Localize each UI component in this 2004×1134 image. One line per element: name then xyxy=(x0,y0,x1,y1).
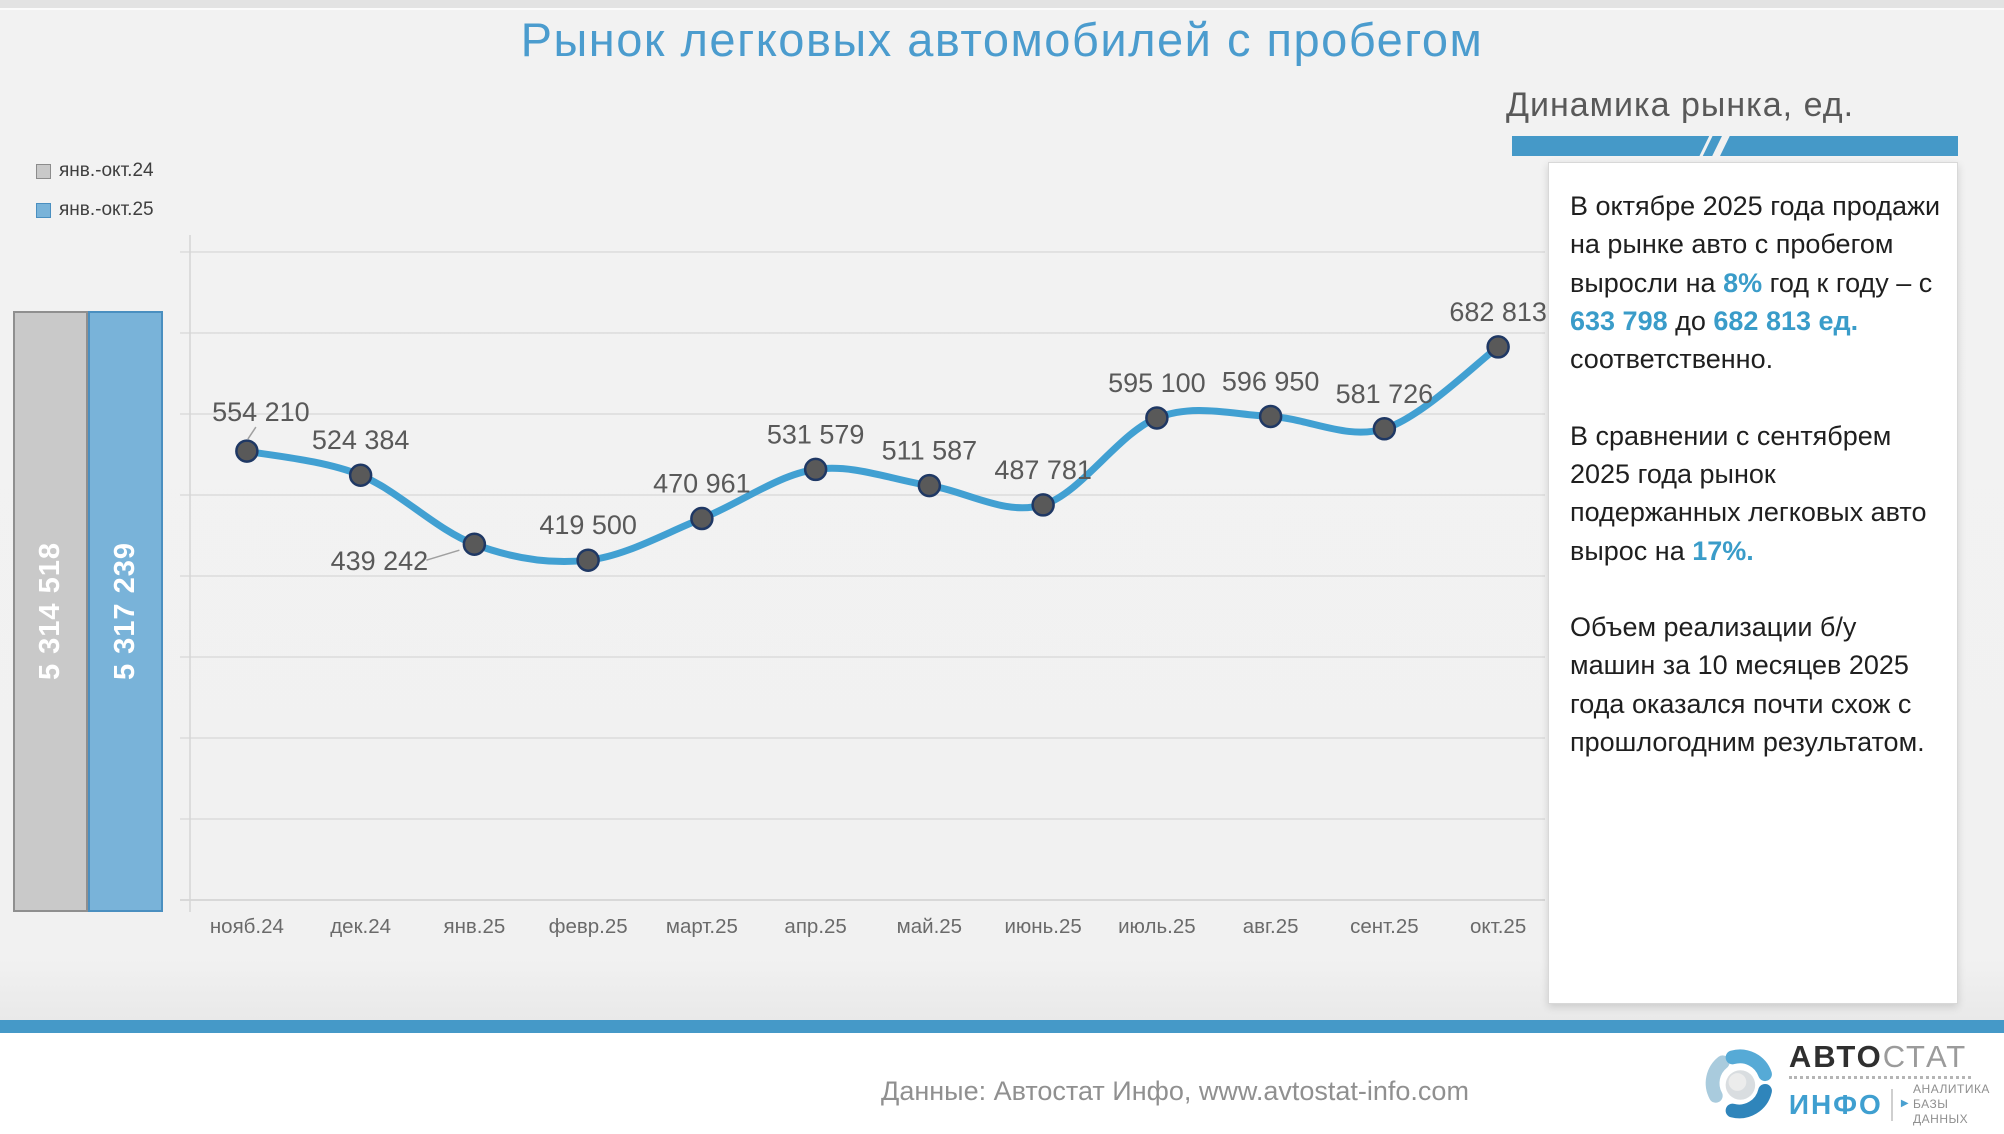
avtostat-logo: АВТОСТАТ ИНФО ▶ АНАЛИТИКА БАЗЫ ДАННЫХ xyxy=(1702,1041,2004,1127)
logo-brand: АВТОСТАТ xyxy=(1789,1041,2004,1072)
x-axis-label: июнь.25 xyxy=(1004,915,1081,938)
logo-info: ИНФО xyxy=(1788,1088,1883,1120)
logo-brand-bold: АВТО xyxy=(1788,1039,1883,1074)
x-axis-label: март.25 xyxy=(666,915,738,938)
legend-label: янв.-окт.24 xyxy=(59,160,154,181)
svg-text:439 242: 439 242 xyxy=(331,546,429,576)
x-axis-label: дек.24 xyxy=(330,915,391,938)
total-bar-2024: 5 314 518 xyxy=(13,311,88,912)
svg-text:682 813: 682 813 xyxy=(1449,297,1547,327)
logo-vertical-divider xyxy=(1890,1088,1893,1121)
legend-item-2024: янв.-окт.24 xyxy=(36,160,154,182)
page-title: Рынок легковых автомобилей с пробегом xyxy=(520,13,1484,66)
svg-text:595 100: 595 100 xyxy=(1108,368,1206,398)
logo-tagline: ▶ АНАЛИТИКА БАЗЫ ДАННЫХ xyxy=(1901,1082,2004,1127)
insight-paragraph: В октябре 2025 года продажи на рынке авт… xyxy=(1570,191,1941,375)
insight-callout: В октябре 2025 года продажи на рынке авт… xyxy=(1548,162,1958,1004)
total-bar-2025: 5 317 239 xyxy=(88,311,163,912)
svg-text:524 384: 524 384 xyxy=(312,425,410,455)
legend-swatch-gray-icon xyxy=(36,163,51,179)
x-axis-label: февр.25 xyxy=(549,915,628,938)
legend-item-2025: янв.-окт.25 xyxy=(36,199,154,221)
x-axis-label: июль.25 xyxy=(1118,915,1196,938)
svg-text:511 587: 511 587 xyxy=(882,436,978,466)
legend: янв.-окт.24 янв.-окт.25 xyxy=(36,160,154,238)
svg-text:581 726: 581 726 xyxy=(1336,379,1434,409)
x-axis-label: авг.25 xyxy=(1243,915,1299,938)
total-bar-2025-value: 5 317 239 xyxy=(109,542,141,681)
total-bar-2024-value: 5 314 518 xyxy=(34,542,66,681)
bottom-band xyxy=(0,1020,2004,1033)
svg-text:487 781: 487 781 xyxy=(994,455,1092,485)
svg-text:470 961: 470 961 xyxy=(653,469,751,499)
logo-tagline-text: АНАЛИТИКА БАЗЫ ДАННЫХ xyxy=(1913,1082,1990,1126)
svg-text:596 950: 596 950 xyxy=(1222,366,1320,396)
x-axis-label: янв.25 xyxy=(443,915,505,938)
svg-text:419 500: 419 500 xyxy=(539,510,637,540)
insight-paragraph: В сравнении с сентябрем 2025 года рынок … xyxy=(1570,420,1927,566)
legend-label: янв.-окт.25 xyxy=(59,199,154,220)
logo-text: АВТОСТАТ ИНФО ▶ АНАЛИТИКА БАЗЫ ДАННЫХ xyxy=(1788,1041,2004,1127)
x-axis-label: нояб.24 xyxy=(210,915,284,938)
play-triangle-icon: ▶ xyxy=(1900,1098,1910,1110)
x-axis-label: сент.25 xyxy=(1350,915,1419,938)
chart-subtitle: Динамика рынка, ед. xyxy=(1505,86,1855,124)
logo-subrow: ИНФО ▶ АНАЛИТИКА БАЗЫ ДАННЫХ xyxy=(1789,1082,2004,1127)
svg-text:554 210: 554 210 xyxy=(212,397,310,427)
logo-brand-light: СТАТ xyxy=(1882,1039,1968,1074)
x-axis-label: апр.25 xyxy=(784,915,846,938)
ribbon-slash-icon xyxy=(1710,136,1731,156)
data-source: Данные: Автостат Инфо, www.avtostat-info… xyxy=(881,1076,1469,1106)
logo-dotted-divider xyxy=(1788,1076,1971,1079)
legend-swatch-blue-icon xyxy=(36,202,51,218)
insight-paragraph: Объем реализации б/у машин за 10 месяцев… xyxy=(1570,611,1925,757)
avtostat-swirl-icon xyxy=(1705,1049,1772,1119)
top-strip xyxy=(0,0,2004,10)
x-axis-label: май.25 xyxy=(897,915,962,938)
svg-text:531 579: 531 579 xyxy=(767,419,865,449)
ribbon-decoration xyxy=(1512,136,1958,156)
x-axis-label: окт.25 xyxy=(1470,915,1526,938)
ribbon-slash-icon xyxy=(1697,136,1714,156)
